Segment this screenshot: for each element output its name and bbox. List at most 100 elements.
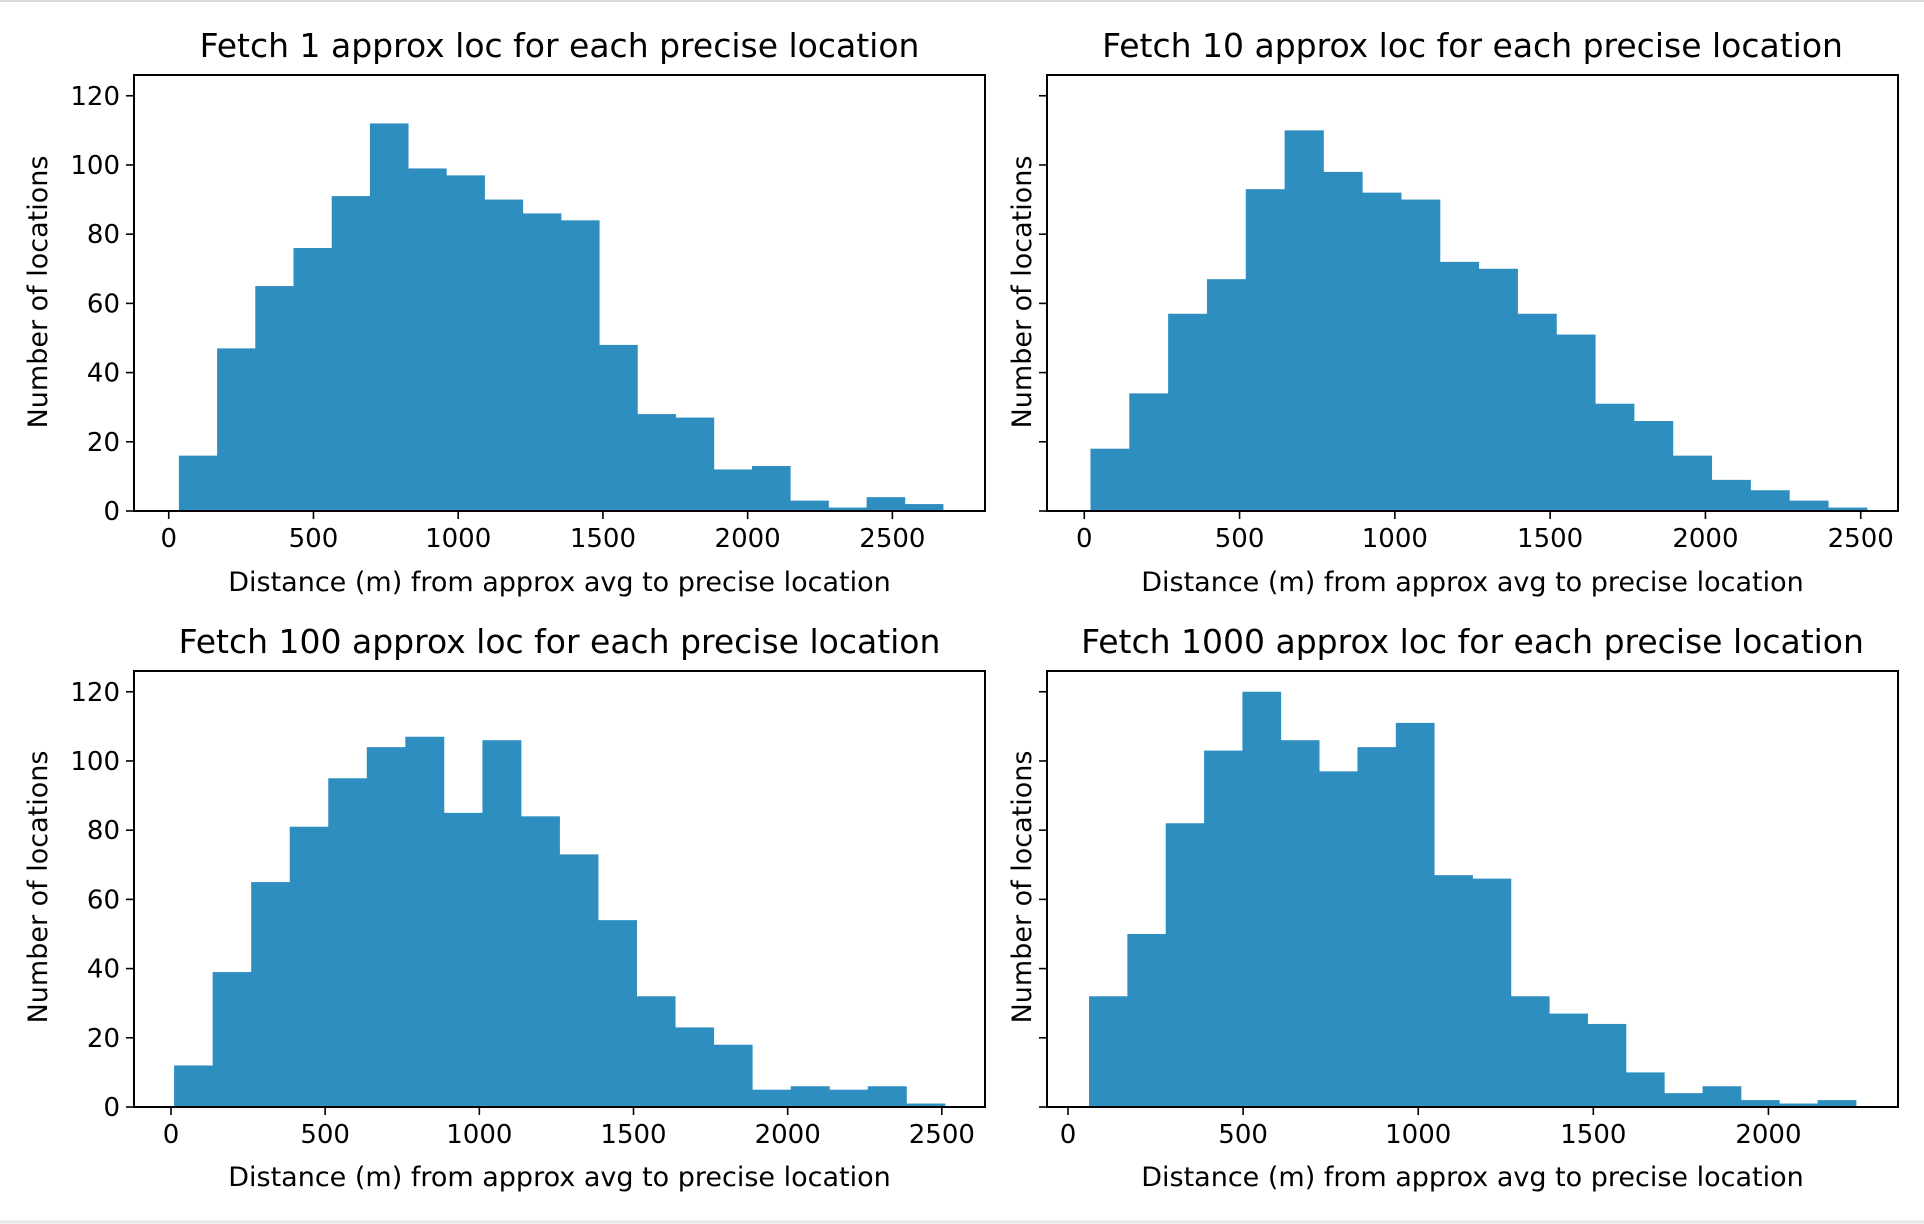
histogram-bar — [331, 196, 371, 512]
x-tick-label: 2000 — [715, 524, 781, 554]
histogram-bar — [1204, 750, 1243, 1107]
histogram-bar — [1711, 479, 1751, 511]
x-tick-label: 1000 — [1362, 524, 1428, 554]
x-tick-label: 2000 — [1672, 524, 1738, 554]
histogram-bar — [1242, 691, 1282, 1107]
histogram-bar — [174, 1065, 214, 1107]
axes-frame — [133, 74, 986, 512]
histogram-bar — [522, 213, 562, 511]
y-tick-label: 120 — [70, 82, 120, 112]
histogram-bar — [790, 500, 829, 511]
histogram-bar — [212, 972, 252, 1107]
x-tick-label: 0 — [1060, 1120, 1077, 1150]
histogram-bar — [636, 996, 676, 1107]
x-tick-label: 2500 — [909, 1120, 975, 1150]
histogram-bar — [1750, 490, 1790, 511]
y-tick-label: 20 — [87, 428, 120, 458]
x-tick-label: 500 — [1218, 1120, 1268, 1150]
histogram-bar — [599, 344, 638, 511]
histogram-bar — [1401, 199, 1441, 511]
histogram-bar — [1595, 403, 1635, 511]
histogram-bar — [1625, 1072, 1665, 1107]
histogram-bar — [560, 220, 600, 511]
histogram-bar — [675, 417, 715, 511]
histogram-bar — [713, 1044, 753, 1107]
histogram-bar — [1510, 996, 1550, 1107]
x-tick-label: 2500 — [859, 524, 925, 554]
histogram-bar — [443, 812, 483, 1107]
y-tick-label: 20 — [87, 1024, 120, 1054]
histogram-bar — [484, 199, 524, 511]
x-tick-label: 0 — [1076, 524, 1093, 554]
y-tick-label: 40 — [87, 359, 120, 389]
subplot-fetch-1: Fetch 1 approx loc for each precise loca… — [23, 26, 919, 598]
y-tick-label: 60 — [87, 289, 120, 319]
histogram-bar — [713, 469, 753, 511]
x-tick-label: 1500 — [570, 524, 636, 554]
histogram-bar — [829, 1089, 869, 1107]
histogram-bar — [520, 816, 560, 1107]
histogram-bar — [1740, 1100, 1780, 1107]
histogram-bar — [1634, 421, 1674, 511]
x-tick-label: 2000 — [755, 1120, 821, 1150]
x-tick-label: 1500 — [600, 1120, 666, 1150]
x-tick-label: 2000 — [1735, 1120, 1801, 1150]
x-axis-label: Distance (m) from approx avg to precise … — [228, 1162, 891, 1193]
histogram-bar — [1702, 1086, 1742, 1107]
y-axis-label: Number of locations — [23, 751, 54, 1024]
y-tick-label: 60 — [87, 885, 120, 915]
histogram-bar — [1828, 507, 1868, 511]
subplot-title: Fetch 100 approx loc for each precise lo… — [179, 622, 941, 661]
histogram-bar — [1789, 500, 1829, 511]
histogram-bar — [1817, 1100, 1857, 1107]
histogram-bar — [366, 747, 406, 1107]
histogram-bar — [906, 1103, 946, 1107]
histogram-bar — [482, 740, 522, 1107]
y-tick-label: 80 — [87, 816, 120, 846]
y-axis-label: Number of locations — [1007, 751, 1038, 1024]
histogram-bar — [255, 286, 294, 511]
histogram-bar — [446, 175, 485, 511]
histogram-bar — [1362, 192, 1402, 511]
histogram-bar — [1395, 722, 1435, 1107]
histogram-bar — [1280, 740, 1320, 1107]
histogram-bar — [1664, 1093, 1703, 1107]
histogram-bar — [559, 854, 599, 1107]
histogram-bar — [1284, 130, 1324, 511]
histogram-bar — [328, 778, 368, 1107]
axes-frame — [133, 670, 986, 1108]
y-tick-label: 100 — [70, 151, 120, 181]
histogram-bar — [1357, 747, 1397, 1107]
histogram-bar — [405, 736, 445, 1107]
histogram-bar — [1165, 823, 1205, 1107]
histogram-bar — [1672, 455, 1713, 511]
histogram-bar — [1517, 313, 1557, 511]
y-axis-label: Number of locations — [1007, 156, 1038, 429]
histogram-bar — [752, 1089, 792, 1107]
histogram-bar — [1206, 279, 1247, 511]
x-axis-label: Distance (m) from approx avg to precise … — [1141, 567, 1804, 598]
histogram-bar — [251, 882, 291, 1107]
x-tick-label: 500 — [289, 524, 339, 554]
subplot-fetch-100: Fetch 100 approx loc for each precise lo… — [23, 622, 940, 1193]
axes-frame — [1046, 670, 1899, 1108]
histogram-bar — [1587, 1023, 1627, 1107]
plot-area-2: 0 500 1000 1500 2000 2500 — [1039, 74, 1899, 554]
y-tick-label: 120 — [70, 678, 120, 708]
x-tick-label: 1000 — [446, 1120, 512, 1150]
histogram-bar — [1168, 313, 1208, 511]
histogram-bar — [1090, 448, 1130, 511]
y-axis-label: Number of locations — [23, 156, 54, 429]
axes-frame — [1046, 74, 1899, 512]
histogram-bar — [904, 504, 944, 511]
subplot-fetch-1000: Fetch 1000 approx loc for each precise l… — [1007, 622, 1864, 1193]
x-tick-label: 2500 — [1828, 524, 1894, 554]
x-tick-label: 1000 — [1385, 1120, 1451, 1150]
histogram-bar — [1478, 268, 1518, 511]
subplot-fetch-10: Fetch 10 approx loc for each precise loc… — [1007, 26, 1843, 598]
y-tick-label: 0 — [103, 497, 120, 527]
y-tick-label: 100 — [70, 747, 120, 777]
x-tick-label: 0 — [163, 1120, 180, 1150]
histogram-bar — [178, 455, 218, 511]
